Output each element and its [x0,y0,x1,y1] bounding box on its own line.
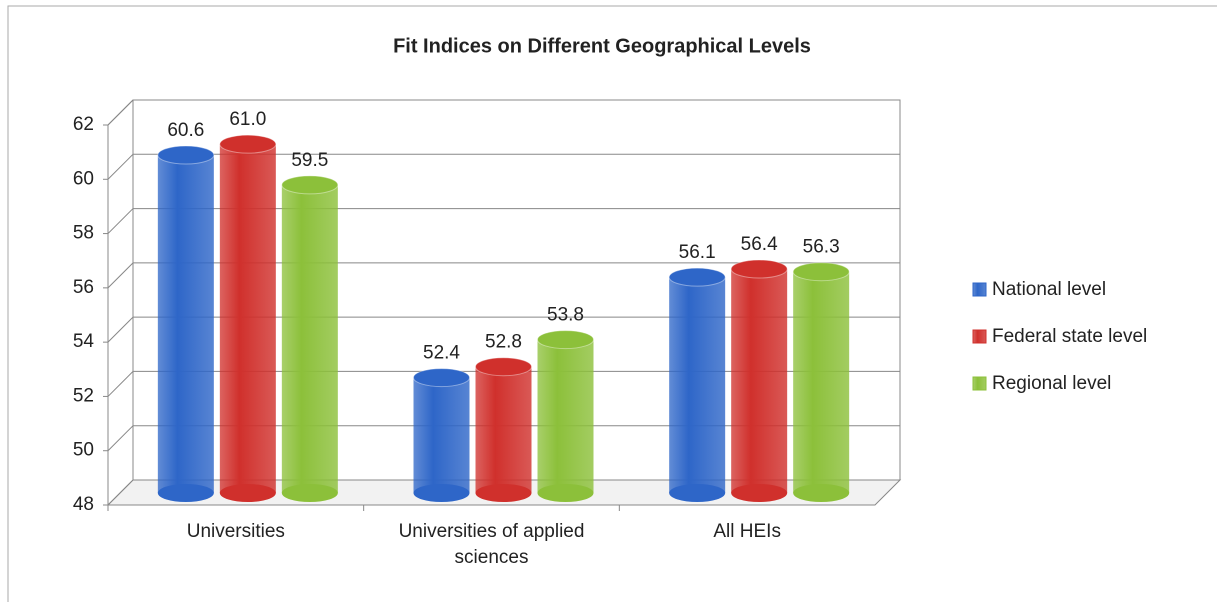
y-tick-label: 58 [73,223,94,244]
data-label: 59.5 [291,150,328,171]
data-label: 52.8 [485,332,522,353]
bar [537,339,594,493]
grid-line [107,99,900,126]
y-tick-label: 48 [73,494,94,515]
bar-top [792,262,850,282]
x-tick-label: Universities of applied sciences [399,521,585,568]
bar-top [730,259,788,279]
data-label: 53.8 [547,305,584,326]
bar [669,277,726,493]
bar-top [537,330,594,350]
data-label: 60.6 [167,120,204,141]
bar [219,144,276,493]
legend-label: Regional level [992,373,1111,394]
legend-label: Federal state level [992,326,1147,347]
grid-line [107,262,900,289]
bar-top [219,134,277,154]
y-tick-label: 52 [73,385,94,406]
x-tick-label: All HEIs [713,521,781,542]
bar-top [413,368,470,388]
x-tick-label: Universities [187,521,285,542]
bar-top [281,175,339,195]
data-label: 56.1 [679,242,716,263]
y-tick-label: 54 [73,331,95,352]
bar [157,155,214,493]
bar-top [157,145,215,165]
bar-top [668,267,726,287]
data-label: 61.0 [229,109,266,130]
y-tick-label: 62 [73,114,94,135]
bar [413,377,470,493]
bar [475,366,532,493]
y-tick-label: 60 [73,168,94,189]
data-label: 56.4 [741,234,778,255]
chart-border [7,5,1217,602]
grid-line [107,425,900,452]
legend-swatch [972,329,987,344]
data-label: 52.4 [423,343,460,364]
legend-swatch [972,282,987,297]
y-tick-label: 56 [73,277,94,298]
x-tick-label-line: sciences [455,547,529,568]
grid-line [107,316,900,343]
legend-label: National level [992,279,1106,300]
x-tick-label-line: Universities of applied [399,521,585,542]
grid-line [107,153,900,180]
grid-line [107,479,900,506]
chart-title: Fit Indices on Different Geographical Le… [393,35,811,57]
bar [281,184,338,493]
data-label: 56.3 [803,237,840,258]
grid-line [107,370,900,397]
bar [793,271,850,493]
grid-line [107,208,900,234]
y-tick-label: 50 [73,440,94,461]
bar [731,269,788,493]
legend-swatch [972,376,987,391]
bar-top [475,357,532,377]
